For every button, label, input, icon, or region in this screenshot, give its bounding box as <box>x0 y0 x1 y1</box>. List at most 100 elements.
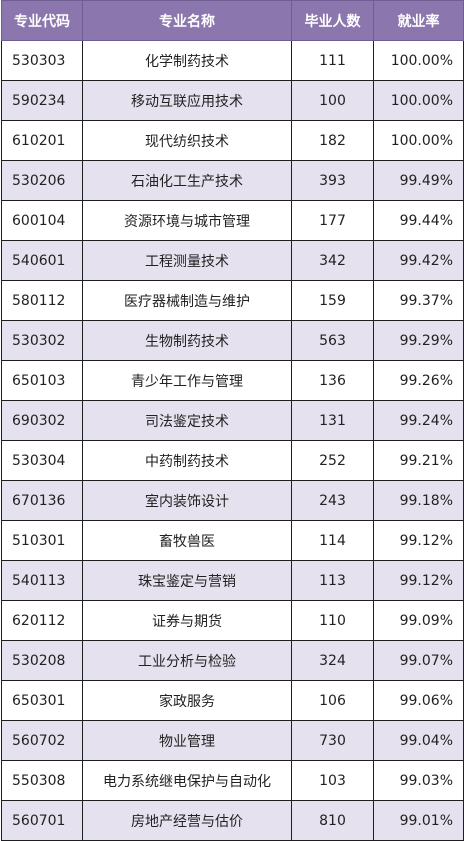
table-row: 580112 医疗器械制造与维护 159 99.37% <box>1 280 464 321</box>
cell-major-code: 530208 <box>1 640 83 681</box>
header-major-name: 专业名称 <box>82 0 292 41</box>
cell-employment-rate: 99.24% <box>373 400 464 441</box>
cell-graduate-count: 111 <box>291 40 374 81</box>
cell-employment-rate: 99.06% <box>373 680 464 721</box>
cell-major-name: 青少年工作与管理 <box>82 360 292 401</box>
table-row: 530303 化学制药技术 111 100.00% <box>1 40 464 81</box>
cell-graduate-count: 131 <box>291 400 374 441</box>
cell-graduate-count: 113 <box>291 560 374 601</box>
cell-employment-rate: 99.01% <box>373 800 464 841</box>
table-row: 650301 家政服务 106 99.06% <box>1 680 464 721</box>
cell-major-name: 电力系统继电保护与自动化 <box>82 760 292 801</box>
table-row: 530206 石油化工生产技术 393 99.49% <box>1 160 464 201</box>
table-body: 530303 化学制药技术 111 100.00% 590234 移动互联应用技术 100 1… <box>1 40 464 841</box>
table-row: 670136 室内装饰设计 243 99.18% <box>1 480 464 521</box>
cell-graduate-count: 182 <box>291 120 374 161</box>
cell-major-name: 物业管理 <box>82 720 292 761</box>
table-row: 690302 司法鉴定技术 131 99.24% <box>1 400 464 441</box>
cell-major-code: 560701 <box>1 800 83 841</box>
cell-employment-rate: 99.09% <box>373 600 464 641</box>
header-employment-rate: 就业率 <box>373 0 464 41</box>
cell-employment-rate: 99.12% <box>373 560 464 601</box>
cell-employment-rate: 100.00% <box>373 120 464 161</box>
header-major-code: 专业代码 <box>1 0 83 41</box>
table-row: 550308 电力系统继电保护与自动化 103 99.03% <box>1 760 464 801</box>
cell-major-name: 珠宝鉴定与营销 <box>82 560 292 601</box>
cell-major-code: 600104 <box>1 200 83 241</box>
cell-graduate-count: 114 <box>291 520 374 561</box>
cell-employment-rate: 99.42% <box>373 240 464 281</box>
table-row: 530302 生物制药技术 563 99.29% <box>1 320 464 361</box>
table-row: 590234 移动互联应用技术 100 100.00% <box>1 80 464 121</box>
table-row: 610201 现代纺织技术 182 100.00% <box>1 120 464 161</box>
cell-employment-rate: 99.04% <box>373 720 464 761</box>
cell-major-code: 530304 <box>1 440 83 481</box>
cell-major-code: 530303 <box>1 40 83 81</box>
cell-graduate-count: 342 <box>291 240 374 281</box>
table-row: 600104 资源环境与城市管理 177 99.44% <box>1 200 464 241</box>
cell-major-name: 移动互联应用技术 <box>82 80 292 121</box>
cell-major-code: 650103 <box>1 360 83 401</box>
cell-major-name: 家政服务 <box>82 680 292 721</box>
cell-major-code: 650301 <box>1 680 83 721</box>
cell-major-code: 540113 <box>1 560 83 601</box>
cell-major-code: 580112 <box>1 280 83 321</box>
cell-major-name: 中药制药技术 <box>82 440 292 481</box>
table-row: 560701 房地产经营与估价 810 99.01% <box>1 800 464 841</box>
cell-major-name: 工业分析与检验 <box>82 640 292 681</box>
cell-major-name: 工程测量技术 <box>82 240 292 281</box>
cell-employment-rate: 99.18% <box>373 480 464 521</box>
cell-major-code: 590234 <box>1 80 83 121</box>
cell-employment-rate: 100.00% <box>373 80 464 121</box>
cell-employment-rate: 99.49% <box>373 160 464 201</box>
cell-graduate-count: 730 <box>291 720 374 761</box>
cell-employment-rate: 99.26% <box>373 360 464 401</box>
cell-major-code: 620112 <box>1 600 83 641</box>
cell-employment-rate: 99.44% <box>373 200 464 241</box>
cell-major-name: 现代纺织技术 <box>82 120 292 161</box>
cell-employment-rate: 99.03% <box>373 760 464 801</box>
cell-graduate-count: 563 <box>291 320 374 361</box>
cell-graduate-count: 159 <box>291 280 374 321</box>
cell-major-code: 530302 <box>1 320 83 361</box>
cell-major-code: 510301 <box>1 520 83 561</box>
table-row: 560702 物业管理 730 99.04% <box>1 720 464 761</box>
cell-graduate-count: 136 <box>291 360 374 401</box>
table-row: 530304 中药制药技术 252 99.21% <box>1 440 464 481</box>
cell-graduate-count: 252 <box>291 440 374 481</box>
header-row: 专业代码 专业名称 毕业人数 就业率 <box>1 0 464 41</box>
cell-major-name: 畜牧兽医 <box>82 520 292 561</box>
cell-major-code: 610201 <box>1 120 83 161</box>
table-row: 650103 青少年工作与管理 136 99.26% <box>1 360 464 401</box>
cell-graduate-count: 324 <box>291 640 374 681</box>
cell-major-name: 化学制药技术 <box>82 40 292 81</box>
cell-major-code: 690302 <box>1 400 83 441</box>
cell-major-name: 石油化工生产技术 <box>82 160 292 201</box>
cell-graduate-count: 106 <box>291 680 374 721</box>
table-row: 510301 畜牧兽医 114 99.12% <box>1 520 464 561</box>
table-row: 620112 证券与期货 110 99.09% <box>1 600 464 641</box>
cell-major-code: 560702 <box>1 720 83 761</box>
cell-major-name: 资源环境与城市管理 <box>82 200 292 241</box>
cell-major-name: 房地产经营与估价 <box>82 800 292 841</box>
cell-graduate-count: 110 <box>291 600 374 641</box>
cell-graduate-count: 103 <box>291 760 374 801</box>
table-row: 540601 工程测量技术 342 99.42% <box>1 240 464 281</box>
cell-major-name: 司法鉴定技术 <box>82 400 292 441</box>
cell-major-code: 530206 <box>1 160 83 201</box>
cell-major-code: 540601 <box>1 240 83 281</box>
cell-employment-rate: 99.21% <box>373 440 464 481</box>
cell-major-name: 医疗器械制造与维护 <box>82 280 292 321</box>
table-row: 530208 工业分析与检验 324 99.07% <box>1 640 464 681</box>
cell-major-code: 550308 <box>1 760 83 801</box>
cell-employment-rate: 100.00% <box>373 40 464 81</box>
cell-major-name: 室内装饰设计 <box>82 480 292 521</box>
cell-employment-rate: 99.07% <box>373 640 464 681</box>
header-graduate-count: 毕业人数 <box>291 0 374 41</box>
cell-major-name: 生物制药技术 <box>82 320 292 361</box>
cell-graduate-count: 100 <box>291 80 374 121</box>
cell-graduate-count: 393 <box>291 160 374 201</box>
table-row: 540113 珠宝鉴定与营销 113 99.12% <box>1 560 464 601</box>
